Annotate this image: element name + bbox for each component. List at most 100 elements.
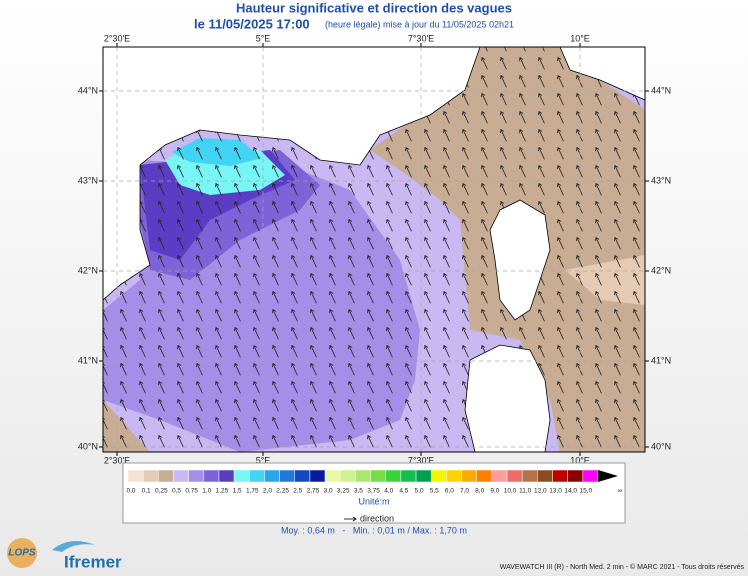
scale-swatch [567, 469, 584, 483]
scale-label: 2,0 [263, 488, 272, 495]
lops-logo: LOPS [8, 548, 36, 559]
scale-label: 15,0 [580, 488, 593, 495]
scale-label: 2,5 [293, 488, 302, 495]
scale-swatch [461, 469, 477, 483]
scale-swatch [537, 469, 553, 483]
lat-label: 40°N [78, 441, 98, 451]
scale-label: 3,25 [337, 488, 350, 495]
scale-swatch [385, 469, 402, 483]
credit: WAVEWATCH III (R) - North Med. 2 min - ©… [500, 563, 745, 571]
scale-label: 0,75 [185, 488, 198, 495]
scale-label: 14,0 [564, 488, 577, 495]
scale-label: 4,0 [384, 488, 393, 495]
lon-label: 10°E [570, 455, 590, 465]
stats: Moy. : 0,64 m - Min. : 0,01 m / Max. : 1… [281, 525, 467, 535]
lon-label: 7°30'E [408, 33, 434, 43]
scale-swatch [355, 469, 371, 483]
lat-label: 41°N [78, 355, 98, 365]
scale-swatch [446, 469, 462, 483]
lat-label: 43°N [651, 175, 671, 185]
scale-swatch [142, 469, 159, 483]
scale-label: 3,5 [354, 488, 363, 495]
scale-label: 1,5 [233, 488, 242, 495]
lops-logo-shape [7, 538, 37, 568]
scale-swatch [400, 469, 417, 483]
lat-label: 42°N [651, 265, 671, 275]
scale-swatch [552, 469, 568, 483]
lat-label: 41°N [651, 355, 671, 365]
scale-label: 2,75 [307, 488, 320, 495]
scale-swatch [491, 469, 508, 483]
lat-label: 44°N [78, 85, 98, 95]
scale-label: 12,0 [534, 488, 547, 495]
axes: 2°30'E 2°30'E 5°E 5°E 7°30'E 7°30'E 10°E 10°E 44… [78, 33, 671, 465]
scale-label: 0,5 [172, 488, 181, 495]
lon-label: 7°30'E [408, 455, 434, 465]
ifremer-logo-shape [52, 541, 95, 552]
land-france [103, 47, 481, 301]
scale-label: 1,25 [216, 488, 229, 495]
lon-label: 10°E [570, 33, 590, 43]
lon-label: 2°30'E [104, 33, 130, 43]
scale-swatch [415, 469, 432, 483]
scale-label: 10,0 [504, 488, 517, 495]
scale-label: 3,0 [324, 488, 333, 495]
scale-label: 6,0 [445, 488, 454, 495]
scale-swatch [294, 469, 311, 483]
lon-label: 5°E [256, 33, 271, 43]
scale-swatch [203, 469, 220, 483]
lat-label: 42°N [78, 265, 98, 275]
scale-label: 2,25 [276, 488, 289, 495]
scale-label: 9,0 [490, 488, 499, 495]
direction-label: direction [360, 513, 394, 523]
direction-key [344, 516, 357, 522]
scale-swatch [582, 469, 599, 483]
scale-swatch [188, 469, 205, 483]
scale-swatch [476, 469, 493, 483]
scale-label: 5,0 [415, 488, 424, 495]
scale-swatch [521, 469, 538, 483]
scale-label: 5,5 [430, 488, 439, 495]
lat-label: 40°N [651, 441, 671, 451]
update: (heure légale) mise à jour du 11/05/2025… [325, 19, 514, 29]
scale-label: 0,0 [126, 488, 135, 495]
land-italy [559, 47, 645, 101]
scale-swatch [173, 469, 189, 483]
lon-label: 2°30'E [104, 455, 130, 465]
scale-swatch [370, 469, 386, 483]
scale-label: 7,0 [460, 488, 469, 495]
scale-label: 0,1 [142, 488, 151, 495]
scale-swatch [158, 469, 174, 483]
scale-swatch [127, 469, 144, 483]
ifremer-logo: Ifremer [64, 552, 122, 571]
scale-label: 0,25 [155, 488, 168, 495]
scale-label: 4,5 [399, 488, 408, 495]
scale-label: ∞ [618, 488, 623, 495]
color-scale: 0,0 0,1 0,25 0,5 0,75 1,0 1,25 1,5 1,75 2,0 2,25 2,… [126, 469, 623, 495]
land-corsica [489, 199, 551, 321]
scale-arrow [598, 470, 618, 482]
scale-label: 13,0 [549, 488, 562, 495]
date: le 11/05/2025 17:00 [194, 16, 310, 31]
scale-swatch [324, 469, 341, 483]
map [103, 47, 645, 452]
scale-swatch [233, 469, 250, 483]
scale-label: 8,0 [475, 488, 484, 495]
map-frame [102, 46, 646, 453]
scale-swatch [340, 469, 356, 483]
scale-label: 1,75 [246, 488, 259, 495]
lat-label: 43°N [78, 175, 98, 185]
unit: Unité:m [358, 496, 389, 506]
scale-swatch [218, 469, 235, 483]
scale-swatch [309, 469, 326, 483]
lon-label: 5°E [256, 455, 271, 465]
scale-label: 11,0 [519, 488, 532, 495]
lat-label: 44°N [651, 85, 671, 95]
title: Hauteur significative et direction des v… [236, 0, 512, 15]
scale-swatch [279, 469, 296, 483]
scale-swatch [506, 469, 523, 483]
scale-label: 3,75 [367, 488, 380, 495]
scale-swatch [249, 469, 265, 483]
land-sardinia [464, 344, 551, 452]
